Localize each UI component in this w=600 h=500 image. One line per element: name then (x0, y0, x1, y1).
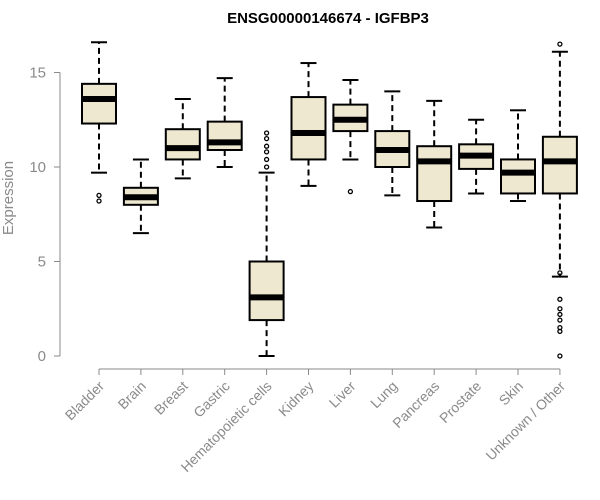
outlier-11-0 (557, 353, 563, 359)
box-iqr-2 (164, 128, 201, 161)
box-9 (458, 118, 495, 195)
x-tick-label-9: Prostate (436, 378, 484, 426)
boxes-group (81, 41, 578, 359)
y-tick-label-0: 0 (38, 348, 46, 365)
box-iqr-10 (500, 158, 536, 195)
y-axis: 0 5 10 15 (29, 65, 61, 365)
outlier-11-4 (557, 311, 563, 318)
x-tick-label-11: Unknown / Other (482, 378, 568, 464)
box-11 (541, 41, 578, 359)
outlier-11-8 (557, 41, 563, 47)
x-tick-label-6: Liver (326, 378, 359, 411)
box-3 (206, 77, 243, 168)
outlier-11-6 (557, 296, 563, 302)
box-2 (164, 97, 201, 180)
box-iqr-0 (81, 82, 117, 125)
box-4 (248, 130, 285, 357)
outlier-11-3 (557, 317, 563, 323)
box-8 (416, 99, 453, 229)
outlier-4-1 (263, 156, 270, 163)
x-tick-label-7: Lung (367, 378, 400, 411)
outlier-0-0 (96, 198, 102, 204)
box-iqr-3 (206, 120, 243, 151)
x-tick-label-1: Brain (115, 378, 149, 412)
x-tick-label-5: Kidney (275, 378, 317, 420)
x-tick-label-2: Breast (151, 378, 191, 418)
box-6 (332, 79, 369, 195)
y-tick-label-15: 15 (29, 65, 46, 82)
box-5 (290, 62, 327, 187)
outlier-11-5 (557, 306, 563, 312)
y-tick-label-5: 5 (38, 254, 46, 271)
chart-title: ENSG00000146674 - IGFBP3 (227, 10, 429, 27)
outlier-4-0 (263, 164, 270, 170)
y-tick-label-10: 10 (29, 159, 46, 176)
box-0 (81, 41, 117, 204)
box-7 (374, 90, 411, 197)
outlier-4-3 (263, 143, 270, 149)
outlier-11-2 (557, 324, 563, 331)
box-iqr-8 (416, 145, 453, 203)
box-10 (500, 109, 536, 203)
outlier-6-0 (347, 188, 354, 195)
box-iqr-4 (248, 260, 285, 322)
outlier-0-1 (96, 192, 102, 199)
x-tick-label-8: Pancreas (389, 378, 442, 431)
outlier-4-5 (263, 130, 270, 136)
y-axis-label: Expression (0, 161, 17, 235)
x-tick-label-0: Bladder (62, 378, 108, 424)
outlier-4-4 (263, 135, 270, 142)
box-1 (122, 158, 159, 235)
box-iqr-5 (290, 96, 327, 161)
x-tick-label-10: Skin (496, 378, 527, 409)
outlier-4-2 (263, 149, 270, 155)
box-iqr-11 (541, 135, 578, 195)
outlier-11-7 (557, 270, 563, 276)
